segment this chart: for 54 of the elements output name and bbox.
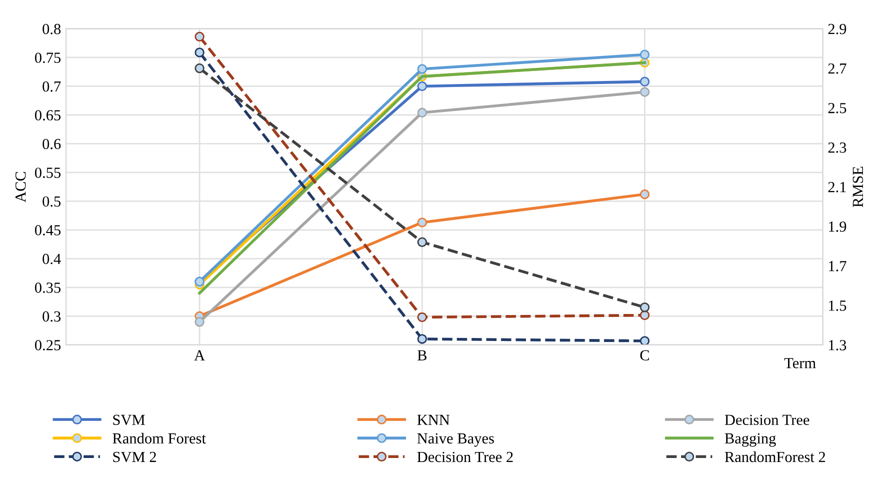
point [640, 310, 650, 320]
point [640, 50, 650, 60]
y-tick-label: 0.75 [34, 52, 61, 63]
point [194, 317, 204, 327]
legend-label: Decision Tree [724, 414, 810, 426]
point [417, 218, 428, 228]
y2-tick-label: 1.9 [829, 222, 846, 232]
y2-tick-label: 2.7 [828, 63, 846, 74]
legend-label: SVM [113, 414, 145, 426]
y-tick-label: 0.25 [34, 340, 61, 350]
y-tick-label: 0.55 [34, 168, 61, 178]
y2-tick-label: 1.3 [829, 340, 846, 350]
y-tick-label: 0.6 [42, 138, 61, 150]
y2-tick-label: 1.5 [829, 300, 846, 311]
y-tick-label: 0.3 [42, 311, 61, 322]
y-tick-label: 0.5 [42, 196, 61, 207]
point [640, 87, 650, 97]
point [417, 334, 428, 344]
legend-label: SVM 2 [113, 452, 156, 462]
y2-axis-title: RMSE [852, 166, 864, 208]
y-tick-label: 0.35 [34, 282, 61, 293]
point [417, 237, 428, 247]
point [417, 108, 428, 118]
y-tick-label: 0.8 [42, 24, 61, 34]
point [417, 81, 428, 92]
x-tick-label: C [640, 350, 649, 360]
y-tick-label: 0.4 [42, 254, 61, 264]
point [417, 64, 428, 74]
x-axis-title: Term [784, 358, 816, 368]
legend-label: Random Forest [112, 432, 206, 444]
legend-label: Bagging [724, 433, 776, 447]
point [640, 189, 650, 200]
x-tick-label: A [194, 350, 205, 360]
y2-tick-label: 1.7 [829, 261, 846, 272]
y2-tick-label: 2.5 [828, 102, 846, 114]
point [640, 302, 650, 312]
point [194, 48, 204, 58]
x-tick-label: B [417, 350, 426, 360]
y-axis-title: ACC [15, 172, 26, 202]
y2-tick-label: 2.9 [828, 24, 846, 34]
point [417, 312, 428, 322]
legend-label: KNN [417, 414, 450, 425]
point [640, 76, 650, 86]
legend-label: RandomForest 2 [724, 451, 826, 462]
y-tick-label: 0.45 [34, 225, 61, 236]
legend-label: Decision Tree 2 [417, 452, 513, 462]
legend-label: Naive Bayes [417, 433, 494, 447]
point [194, 32, 204, 42]
point [194, 63, 204, 74]
y-tick-label: 0.7 [42, 81, 61, 92]
y2-tick-label: 2.3 [828, 142, 846, 153]
y-tick-label: 0.65 [34, 110, 61, 120]
y2-tick-label: 2.1 [828, 182, 846, 192]
point [640, 336, 650, 345]
